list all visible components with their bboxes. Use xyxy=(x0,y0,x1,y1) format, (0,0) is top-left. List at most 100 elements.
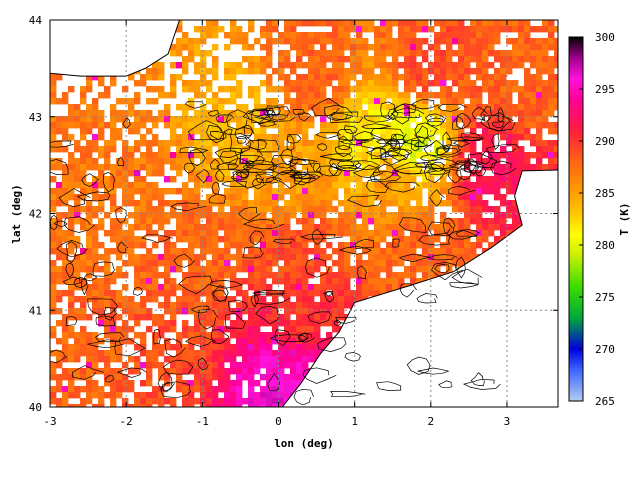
temperature-cell xyxy=(548,26,555,33)
temperature-cell xyxy=(254,152,261,159)
temperature-cell xyxy=(470,140,477,147)
temperature-cell xyxy=(512,128,519,135)
temperature-cell xyxy=(458,248,465,255)
temperature-cell xyxy=(128,152,135,159)
temperature-cell xyxy=(98,314,105,321)
temperature-cell xyxy=(404,140,411,147)
temperature-cell xyxy=(332,116,339,123)
temperature-cell xyxy=(86,380,93,387)
temperature-cell xyxy=(260,212,267,219)
temperature-cell xyxy=(230,230,237,237)
contour-line xyxy=(424,163,447,184)
x-axis-ticks: -3 -2 -1 0 1 2 3 xyxy=(43,20,510,428)
temperature-cell xyxy=(344,122,351,129)
temperature-cell xyxy=(224,176,231,183)
temperature-cell xyxy=(386,86,393,93)
temperature-cell xyxy=(188,344,195,351)
temperature-cell xyxy=(410,86,417,93)
temperature-cell xyxy=(68,380,75,387)
temperature-cell xyxy=(332,68,339,75)
temperature-cell xyxy=(518,116,525,123)
temperature-cell xyxy=(326,278,333,285)
temperature-cell xyxy=(182,236,189,243)
temperature-cell xyxy=(146,254,153,261)
temperature-cell xyxy=(308,194,315,201)
temperature-cell xyxy=(242,308,249,315)
temperature-cell xyxy=(104,350,111,357)
temperature-cell xyxy=(86,80,93,87)
temperature-cell xyxy=(104,332,111,339)
temperature-cell xyxy=(326,272,333,279)
temperature-cell xyxy=(290,344,297,351)
temperature-cell xyxy=(296,356,303,363)
temperature-cell xyxy=(290,176,297,183)
temperature-cell xyxy=(176,374,183,381)
temperature-cell xyxy=(302,362,309,369)
temperature-cell xyxy=(332,218,339,225)
temperature-cell xyxy=(254,380,261,387)
temperature-cell xyxy=(320,200,327,207)
temperature-cell xyxy=(152,260,159,267)
temperature-cell xyxy=(320,152,327,159)
temperature-cell xyxy=(398,134,405,141)
contour-line xyxy=(141,234,173,243)
temperature-cell xyxy=(104,314,111,321)
temperature-cell xyxy=(74,194,81,201)
temperature-cell xyxy=(206,296,213,303)
temperature-cell xyxy=(254,314,261,321)
temperature-cell xyxy=(272,38,279,45)
temperature-cell xyxy=(50,398,57,405)
temperature-cell xyxy=(314,230,321,237)
temperature-cell xyxy=(182,188,189,195)
temperature-cell xyxy=(152,98,159,105)
temperature-cell xyxy=(242,38,249,45)
temperature-cell xyxy=(50,362,57,369)
contour-line xyxy=(315,131,341,139)
temperature-cell xyxy=(218,146,225,153)
temperature-cell xyxy=(110,116,117,123)
temperature-cell xyxy=(482,110,489,117)
temperature-cell xyxy=(344,140,351,147)
contour-line xyxy=(179,146,209,154)
temperature-cell xyxy=(482,32,489,39)
temperature-cell xyxy=(446,254,453,261)
temperature-cell xyxy=(152,296,159,303)
temperature-cell xyxy=(470,206,477,213)
temperature-cell xyxy=(284,278,291,285)
temperature-cell xyxy=(332,20,339,27)
temperature-cell xyxy=(338,68,345,75)
temperature-cell xyxy=(140,362,147,369)
temperature-cell xyxy=(92,302,99,309)
temperature-cell xyxy=(530,116,537,123)
temperature-cell xyxy=(212,134,219,141)
temperature-cell xyxy=(332,248,339,255)
temperature-cell xyxy=(200,32,207,39)
temperature-cell xyxy=(230,86,237,93)
temperature-cell xyxy=(440,230,447,237)
temperature-cell xyxy=(332,44,339,51)
temperature-cell xyxy=(146,194,153,201)
temperature-cell xyxy=(152,242,159,249)
temperature-cell xyxy=(92,116,99,123)
temperature-cell xyxy=(110,392,117,399)
temperature-cell xyxy=(242,194,249,201)
temperature-cell xyxy=(446,200,453,207)
temperature-cell xyxy=(260,152,267,159)
temperature-cell xyxy=(476,92,483,99)
temperature-cell xyxy=(212,230,219,237)
temperature-cell xyxy=(506,188,513,195)
contour-line xyxy=(487,112,514,132)
contour-line xyxy=(447,185,476,196)
temperature-cell xyxy=(326,20,333,27)
temperature-cell xyxy=(344,80,351,87)
temperature-cell xyxy=(248,326,255,333)
temperature-cell xyxy=(320,164,327,171)
temperature-cell xyxy=(518,38,525,45)
temperature-cell xyxy=(98,386,105,393)
temperature-cell xyxy=(506,200,513,207)
temperature-cell xyxy=(464,176,471,183)
temperature-cell xyxy=(422,92,429,99)
temperature-cell xyxy=(116,266,123,273)
temperature-cell xyxy=(446,122,453,129)
temperature-cell xyxy=(320,206,327,213)
